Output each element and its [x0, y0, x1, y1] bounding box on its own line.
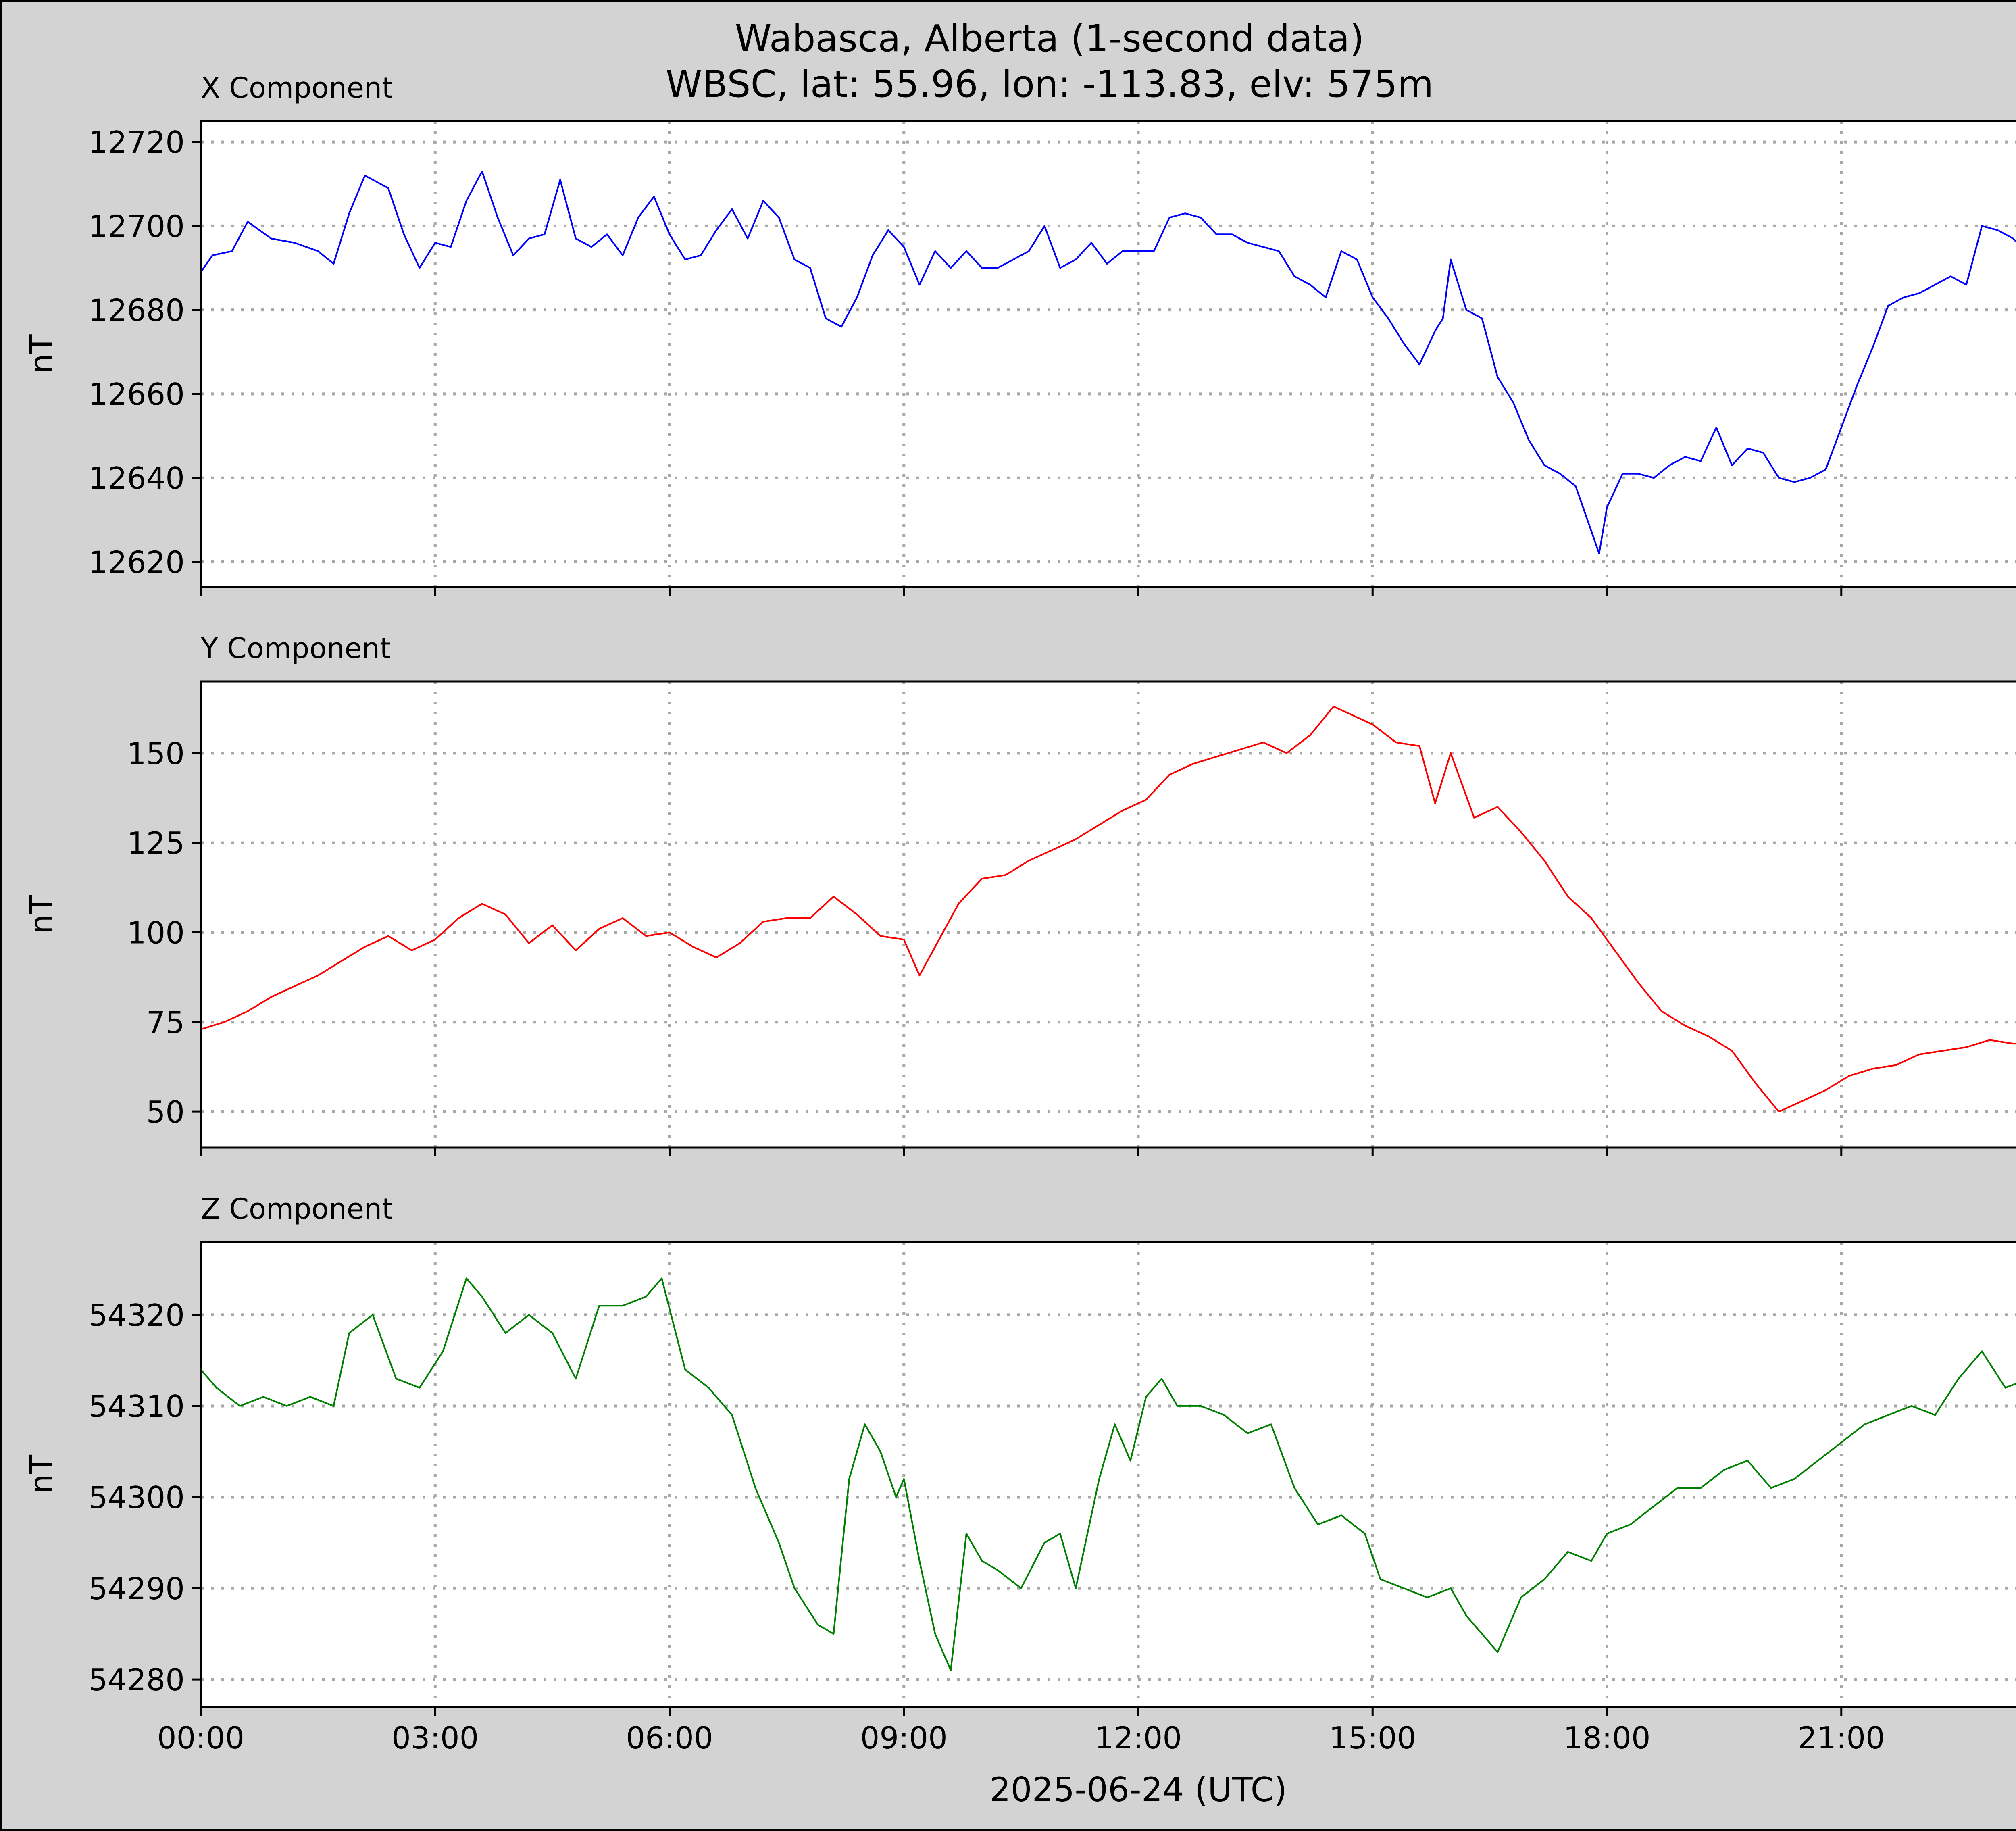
- x-tick-label: 15:00: [1329, 1720, 1416, 1756]
- y-y-tick-label: 125: [127, 825, 185, 861]
- z-series-line: [200, 1277, 2016, 1671]
- x-tick-label: 18:00: [1563, 1720, 1650, 1756]
- x-component-panel: 12620 12640 12660 12680 12700 12720 X Componen…: [24, 71, 2016, 596]
- x-tick-label: 09:00: [860, 1720, 948, 1756]
- z-y-tick-label: 54280: [88, 1662, 185, 1698]
- y-y-tick-label: 75: [146, 1005, 185, 1040]
- y-series-line: [200, 706, 2016, 1113]
- z-y-tick-label: 54310: [88, 1389, 185, 1424]
- x-y-tick-label: 12620: [88, 545, 185, 580]
- z-plot-frame: [200, 1241, 2016, 1708]
- x-plot-area: [201, 121, 2016, 587]
- x-axis-label: 2025-06-24 (UTC): [989, 1770, 1287, 1809]
- x-tick-label: 00:00: [157, 1720, 244, 1756]
- x-tick-label: 21:00: [1798, 1720, 1885, 1756]
- y-y-axis-label: nT: [24, 895, 60, 934]
- figure-title-line1: Wabasca, Alberta (1-second data): [735, 17, 1364, 60]
- x-y-tick-label: 12660: [88, 377, 185, 412]
- x-series-line: [200, 171, 2016, 554]
- y-y-tick-label: 100: [127, 915, 185, 950]
- x-plot-frame: [200, 120, 2016, 588]
- x-tick-label: 03:00: [392, 1720, 479, 1756]
- z-y-tick-label: 54300: [88, 1480, 185, 1515]
- y-y-tick-label: 150: [127, 736, 185, 771]
- x-y-axis-label: nT: [24, 334, 60, 373]
- y-plot-frame: [200, 680, 2016, 1149]
- z-plot-area: [201, 1242, 2016, 1707]
- y-plot-area: [201, 681, 2016, 1148]
- z-y-axis-label: nT: [24, 1455, 60, 1494]
- z-panel-title: Z Component: [201, 1192, 393, 1225]
- z-component-panel: 00:00 03:00 06:00 09:00 12:00 15:00 18:00 21:00…: [24, 1192, 2016, 1756]
- z-y-tick-label: 54290: [88, 1571, 185, 1606]
- x-y-tick-label: 12720: [88, 125, 185, 160]
- x-y-tick-label: 12700: [88, 208, 185, 244]
- y-panel-title: Y Component: [200, 632, 391, 665]
- x-panel-title: X Component: [201, 71, 393, 104]
- figure-title-line2: WBSC, lat: 55.96, lon: -113.83, elv: 575…: [666, 62, 1434, 106]
- y-y-tick-label: 50: [146, 1094, 185, 1130]
- x-y-tick-label: 12680: [88, 293, 185, 328]
- x-tick-label: 12:00: [1095, 1720, 1182, 1756]
- x-y-tick-label: 12640: [88, 460, 185, 496]
- x-tick-label: 06:00: [626, 1720, 713, 1756]
- z-y-tick-label: 54320: [88, 1298, 185, 1333]
- y-component-panel: 50 75 100 125 150 Y Component nT: [24, 632, 2016, 1156]
